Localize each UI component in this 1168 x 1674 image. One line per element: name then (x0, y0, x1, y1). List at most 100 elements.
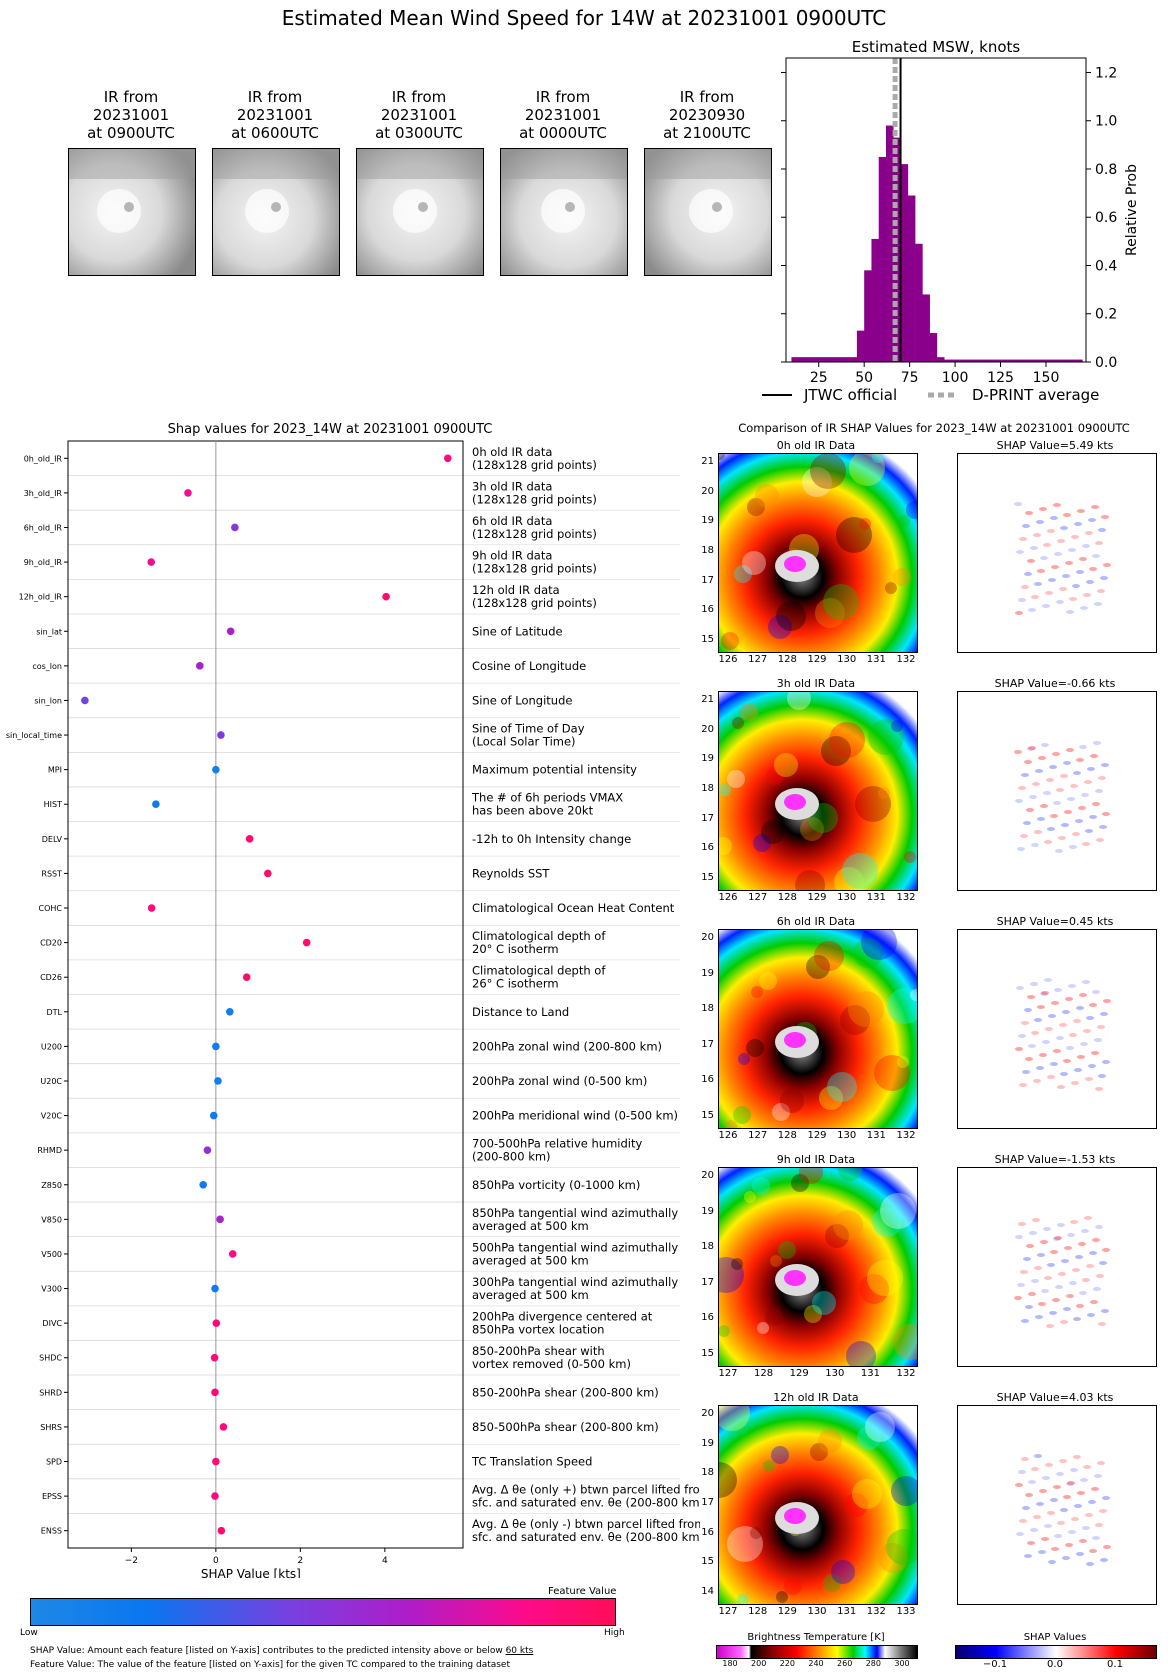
shap-speckle (1092, 1238, 1100, 1242)
ir-lon-tick: 126 (718, 654, 738, 665)
ir-cloud-blob (719, 837, 732, 855)
ir-lon-tick: 127 (718, 1368, 738, 1379)
ir-lon-tick: 129 (777, 1606, 797, 1617)
ir-cloud-blob (885, 582, 897, 594)
feature-code: V300 (41, 1285, 62, 1294)
shap-speckle (1082, 1526, 1090, 1530)
shap-summary-plot: 0h_old_IR 0h old IR data(128x128 grid poi… (6, 440, 700, 1578)
low-label: Low (20, 1628, 38, 1638)
feature-code: 3h_old_IR (24, 489, 63, 498)
ir-cloud-blob (814, 941, 844, 971)
msw-bar (922, 294, 930, 362)
shap-speckle (1058, 1272, 1066, 1276)
shap-speckle (1080, 1042, 1088, 1046)
ir-cloud-blob (776, 601, 806, 631)
shap-speckle (1022, 1506, 1030, 1510)
shap-speckle (1091, 505, 1099, 509)
feature-description: Sine of Latitude (472, 624, 563, 638)
ir-lat-tick: 15 (701, 1348, 714, 1359)
feature-description: 3h old IR data (472, 479, 552, 493)
shap-speckle (1029, 795, 1037, 799)
feature-code: U200 (41, 1042, 62, 1051)
shap-speckle (1024, 1554, 1032, 1558)
shap-speckle (1034, 830, 1042, 834)
feature-description: 200hPa zonal wind (0-500 km) (472, 1074, 647, 1088)
shap-point (152, 800, 160, 809)
ir-cloud-blob (802, 467, 832, 497)
shap-speckle (1068, 984, 1076, 988)
ir-cloud-blob (891, 720, 903, 732)
ir-caption-line: IR from (535, 88, 591, 106)
shap-speckle (1042, 1476, 1050, 1480)
ir-caption-line: IR from (391, 88, 447, 106)
shap-speckle (1088, 1064, 1096, 1068)
ir-panel-title: 3h old IR Data (776, 677, 856, 690)
ir-thumbnail (644, 148, 772, 276)
msw-xtick-label: 50 (855, 370, 873, 386)
shap-speckle (1039, 507, 1047, 511)
ir-cloud-blob (886, 1529, 917, 1565)
ir-panel-title: 9h old IR Data (776, 1153, 856, 1166)
shap-speckle (1059, 587, 1067, 591)
shap-speckle (1097, 1025, 1105, 1029)
ir-cloud-blob (750, 1527, 762, 1539)
shap-speckle (1055, 849, 1063, 853)
shap-xtick-label: 0 (213, 1556, 219, 1566)
ir-cloud-blob (823, 1574, 841, 1592)
ir-lat-tick: 15 (701, 1110, 714, 1121)
msw-ylabel: Relative Prob (1124, 164, 1140, 256)
ir-lat-tick: 20 (701, 1170, 714, 1181)
shap-speckle (1055, 1285, 1063, 1289)
shap-speckle (1027, 559, 1035, 563)
ir-lat-tick: 21 (701, 694, 714, 705)
bt-colorbar (716, 1645, 918, 1659)
shap-speckle (1054, 552, 1062, 556)
ir-cloud-blob (819, 1086, 843, 1110)
ir-lat-tick: 20 (701, 932, 714, 943)
shap-speckle (1056, 1036, 1064, 1040)
shap-speckle (1042, 604, 1050, 608)
shap-speckle (1059, 1459, 1067, 1463)
shap-speckle (1068, 1530, 1076, 1534)
shap-speckle (1053, 1237, 1061, 1241)
ir-cloud-blob (865, 1412, 895, 1442)
ir-lon-tick: 130 (837, 654, 857, 665)
shap-speckle (1018, 598, 1026, 602)
shap-speckle (1044, 978, 1052, 982)
shap-speckle (1031, 1279, 1039, 1283)
shap-speckle (1048, 1014, 1056, 1018)
shap-speckle (1048, 1560, 1056, 1564)
shap-speckle (1060, 1508, 1068, 1512)
shap-speckle (1092, 554, 1100, 558)
shap-speckle (1014, 502, 1022, 506)
ir-cloud-blob (757, 1322, 769, 1334)
ir-cloud-blob (897, 1056, 909, 1068)
shap-speckle (1078, 806, 1086, 810)
feature-description: -12h to 0h Intensity change (472, 832, 631, 846)
shap-speckle (1085, 1077, 1093, 1081)
msw-bar (1046, 359, 1054, 362)
bt-tick: 300 (894, 1659, 910, 1668)
shap-speckle (1066, 748, 1074, 752)
shap-speckle (1093, 741, 1101, 745)
ir-lon-tick: 132 (896, 892, 916, 903)
feature-code: V20C (41, 1112, 63, 1121)
feature-description: 200hPa zonal wind (200-800 km) (472, 1039, 662, 1053)
shap-panel-title: SHAP Value=0.45 kts (996, 915, 1114, 928)
shap-speckle (1034, 1018, 1042, 1022)
ir-cloud-blob (791, 1174, 809, 1192)
bt-tick: 280 (865, 1659, 881, 1668)
shap-speckle (1041, 1289, 1049, 1293)
ir-lon-tick: 126 (718, 892, 738, 903)
shap-speckle (1053, 1485, 1061, 1489)
ir-cloud-blob (880, 1193, 916, 1229)
msw-xtick-label: 75 (901, 370, 919, 386)
ir-cloud-blob (772, 1103, 790, 1121)
shap-speckle (1102, 1060, 1110, 1064)
feature-code: HIST (44, 800, 62, 809)
ir-cloud-blob (829, 722, 865, 758)
ir-lat-tick: 15 (701, 634, 714, 645)
feature-code: 9h_old_IR (24, 558, 63, 567)
shap-speckle (1015, 1235, 1023, 1239)
feature-code: 0h_old_IR (24, 454, 63, 463)
